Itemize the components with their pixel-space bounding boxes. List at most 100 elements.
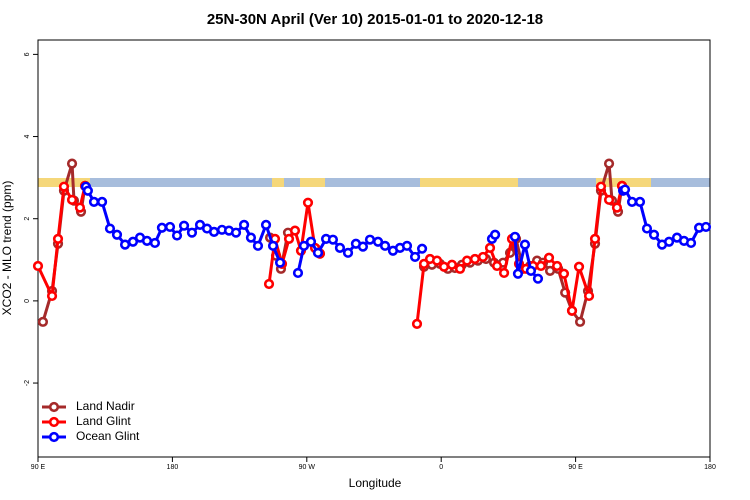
series-point [401, 240, 413, 251]
series-point [525, 265, 537, 276]
x-tick-label: 90 W [299, 464, 316, 471]
series-point [491, 260, 503, 272]
series-point [46, 290, 58, 302]
series-point [379, 240, 391, 251]
series-point [283, 233, 295, 244]
y-axis-label: XCO2 - MLO trend (ppm) [0, 181, 14, 316]
series-point [498, 267, 510, 279]
y-tick-label: 0 [24, 299, 31, 303]
series-point [111, 229, 123, 240]
series-point [252, 240, 264, 251]
series-point [74, 202, 86, 213]
series-point [438, 261, 450, 272]
series-point [431, 255, 443, 266]
series-point [66, 158, 78, 169]
y-tick-label: -2 [24, 380, 31, 386]
series-point [685, 237, 697, 249]
series-point [289, 225, 301, 236]
legend-marker [48, 416, 60, 428]
series-point [509, 231, 521, 242]
series-point [171, 230, 183, 241]
series-point [603, 194, 615, 205]
series-point [58, 181, 70, 192]
series-point [619, 184, 631, 195]
series-point [551, 260, 563, 272]
series-point [342, 247, 354, 258]
series-point [490, 229, 501, 240]
series-point [238, 219, 250, 230]
series-point [312, 247, 324, 258]
series-point [519, 239, 531, 250]
series-point [127, 236, 139, 247]
x-tick-label: 180 [167, 464, 179, 471]
series-point [574, 316, 586, 327]
x-tick-label: 90 E [31, 464, 46, 471]
series-point [589, 233, 601, 244]
series-point [178, 220, 190, 231]
series-point [141, 235, 153, 246]
series-point [663, 236, 675, 247]
series-point [263, 278, 275, 290]
chart-title: 25N-30N April (Ver 10) 2015-01-01 to 202… [207, 11, 543, 28]
series-point [583, 290, 595, 302]
series-point [186, 227, 198, 238]
series-point [558, 268, 570, 279]
series-point [566, 305, 578, 316]
series-point [292, 267, 304, 279]
series-point [611, 202, 623, 213]
series-point [372, 236, 384, 247]
plot-frame [37, 39, 711, 458]
series-point [267, 240, 279, 251]
legend-label: Ocean Glint [76, 429, 140, 443]
series-point [454, 263, 466, 274]
series-point [66, 194, 78, 205]
series-point [634, 196, 646, 207]
series-point [37, 316, 49, 327]
series-point [573, 261, 585, 272]
series-point [119, 239, 131, 250]
series-point [208, 226, 220, 237]
x-axis-label: Longitude [349, 476, 402, 490]
series-point [595, 181, 607, 192]
series-point [302, 197, 314, 208]
series-point [260, 219, 272, 230]
y-tick-label: 6 [24, 52, 31, 56]
series-point [334, 242, 346, 253]
legend-marker [48, 401, 60, 413]
series-point [305, 236, 317, 247]
series-point [603, 158, 615, 169]
series-point [298, 240, 310, 251]
series-point [52, 233, 64, 244]
series-point [461, 255, 473, 266]
series-point [230, 227, 242, 238]
series-point [477, 251, 489, 263]
x-tick-label: 90 E [568, 464, 583, 471]
series-point [543, 252, 555, 263]
series-point [32, 260, 44, 272]
series-point [469, 253, 481, 265]
series-point [274, 257, 286, 268]
legend-label: Land Nadir [76, 399, 135, 413]
y-tick-label: 4 [24, 134, 31, 138]
y-tick-label: 2 [24, 217, 31, 221]
series-point [626, 196, 638, 207]
series-point [96, 196, 108, 207]
series-point [535, 260, 547, 272]
x-tick-label: 180 [704, 464, 716, 471]
series-point [82, 185, 93, 196]
series-point [648, 229, 660, 240]
x-tick-label: 0 [439, 464, 443, 471]
series-point [484, 242, 496, 253]
series-point [409, 251, 421, 263]
series-point [700, 221, 712, 233]
legend-label: Land Glint [76, 414, 131, 428]
series-point [416, 243, 428, 254]
series-point [104, 223, 116, 234]
series-point [446, 259, 458, 270]
series-point [245, 232, 257, 243]
series-point [411, 318, 423, 329]
series-point [641, 223, 653, 234]
